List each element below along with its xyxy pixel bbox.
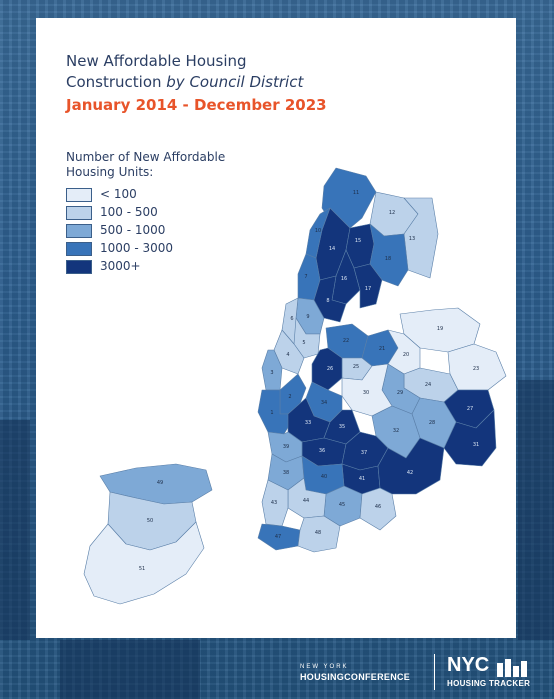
district-label-7: 7 [304, 274, 307, 280]
district-label-18: 18 [385, 256, 391, 262]
legend-swatch [66, 260, 92, 274]
district-label-23: 23 [473, 366, 479, 372]
district-label-8: 8 [326, 298, 329, 304]
district-label-19: 19 [437, 326, 443, 332]
district-label-43: 43 [271, 500, 277, 506]
footer: NEW YORK HOUSINGCONFERENCE NYC HOUSING T… [0, 640, 554, 699]
district-label-37: 37 [361, 450, 367, 456]
district-17 [353, 263, 383, 309]
legend-label: 500 - 1000 [100, 223, 166, 237]
district-label-49: 49 [157, 480, 163, 486]
background-building [60, 640, 200, 699]
district-26 [311, 347, 343, 391]
legend-swatch [66, 188, 92, 202]
district-label-34: 34 [321, 400, 327, 406]
district-label-48: 48 [315, 530, 321, 536]
district-label-44: 44 [303, 498, 309, 504]
housing-tracker-logo-text: HOUSING TRACKER [447, 679, 531, 688]
legend-label: 3000+ [100, 259, 141, 273]
district-label-51: 51 [139, 566, 145, 572]
map-period: January 2014 - December 2023 [66, 96, 327, 114]
district-48 [297, 515, 341, 553]
district-13 [403, 197, 439, 279]
district-label-29: 29 [397, 390, 403, 396]
district-label-20: 20 [403, 352, 409, 358]
district-label-24: 24 [425, 382, 431, 388]
map-title-line2: Construction by Council District [66, 73, 303, 91]
district-label-25: 25 [353, 364, 359, 370]
legend-swatch [66, 224, 92, 238]
district-label-13: 13 [409, 236, 415, 242]
district-label-14: 14 [329, 246, 335, 252]
district-18 [369, 223, 409, 287]
district-label-1: 1 [270, 410, 273, 416]
title-plain: Construction [66, 73, 167, 91]
district-label-15: 15 [355, 238, 361, 244]
legend-title: Number of New Affordable Housing Units: [66, 150, 226, 179]
legend-label: 100 - 500 [100, 205, 158, 219]
district-label-5: 5 [302, 340, 305, 346]
district-label-10: 10 [315, 228, 321, 234]
district-label-22: 22 [343, 338, 349, 344]
district-label-6: 6 [290, 316, 293, 322]
district-label-4: 4 [286, 352, 289, 358]
district-44 [287, 477, 327, 519]
legend-swatch [66, 206, 92, 220]
district-label-41: 41 [359, 476, 365, 482]
map-title-line1: New Affordable Housing [66, 52, 247, 70]
bar-chart-icon [497, 659, 527, 677]
district-label-31: 31 [473, 442, 479, 448]
district-label-17: 17 [365, 286, 371, 292]
housing-conference-logo: HOUSINGCONFERENCE [300, 672, 411, 682]
district-46 [359, 487, 397, 531]
district-label-35: 35 [339, 424, 345, 430]
district-label-21: 21 [379, 346, 385, 352]
district-label-16: 16 [341, 276, 347, 282]
district-label-36: 36 [319, 448, 325, 454]
district-51 [83, 521, 205, 605]
district-label-45: 45 [339, 502, 345, 508]
district-label-26: 26 [327, 366, 333, 372]
district-label-12: 12 [389, 210, 395, 216]
nyc-council-district-map: 1112131415161817107986543212221252619202… [83, 167, 507, 605]
district-label-32: 32 [393, 428, 399, 434]
legend-label: < 100 [100, 187, 137, 201]
district-30 [341, 363, 393, 417]
district-label-9: 9 [306, 314, 309, 320]
district-label-39: 39 [283, 444, 289, 450]
district-label-28: 28 [429, 420, 435, 426]
district-label-11: 11 [353, 190, 359, 196]
district-label-40: 40 [321, 474, 327, 480]
district-label-27: 27 [467, 406, 473, 412]
housing-conference-logo-top: NEW YORK [300, 664, 349, 670]
legend-swatch [66, 242, 92, 256]
district-label-38: 38 [283, 470, 289, 476]
logo-divider [434, 654, 435, 690]
title-italic: by Council District [166, 73, 304, 91]
district-8 [313, 275, 347, 323]
district-label-46: 46 [375, 504, 381, 510]
district-label-2: 2 [288, 394, 291, 400]
district-label-33: 33 [305, 420, 311, 426]
nyc-logo: NYC [447, 654, 490, 676]
background-building [518, 380, 554, 640]
legend-label: 1000 - 3000 [100, 241, 174, 255]
district-label-42: 42 [407, 470, 413, 476]
district-label-47: 47 [275, 534, 281, 540]
background-building [0, 420, 30, 640]
district-label-30: 30 [363, 390, 369, 396]
district-label-3: 3 [270, 370, 273, 376]
district-label-50: 50 [147, 518, 153, 524]
